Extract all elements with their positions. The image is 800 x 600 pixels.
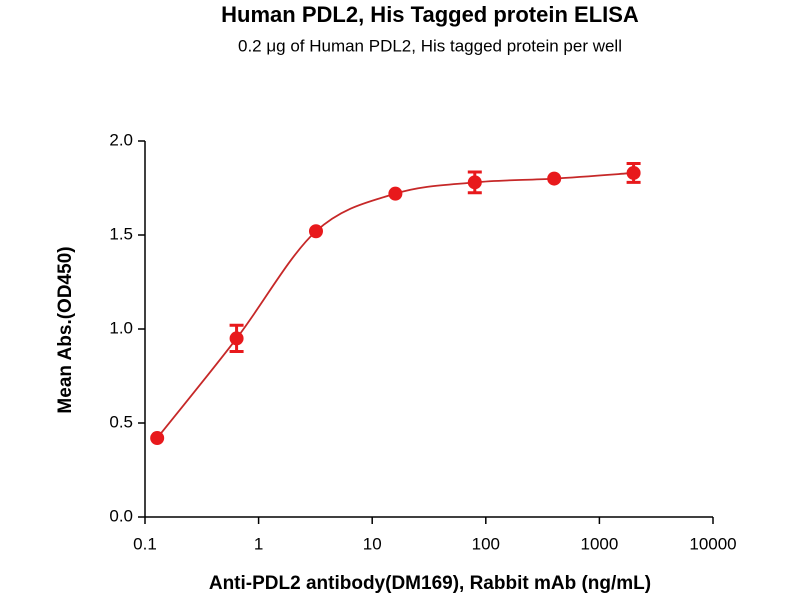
- x-tick-label: 10: [363, 534, 382, 553]
- chart-title: Human PDL2, His Tagged protein ELISA: [221, 2, 639, 27]
- data-point: [388, 186, 403, 201]
- y-tick-label: 1.0: [109, 318, 133, 337]
- chart-subtitle: 0.2 μg of Human PDL2, His tagged protein…: [238, 36, 622, 55]
- y-tick-label: 0.0: [109, 506, 133, 525]
- x-tick-label: 1: [254, 534, 263, 553]
- fit-curve: [156, 172, 634, 439]
- y-tick-label: 2.0: [109, 130, 133, 149]
- data-point: [626, 165, 641, 180]
- data-point: [467, 175, 482, 190]
- x-tick-label: 1000: [580, 534, 618, 553]
- x-axis-label: Anti-PDL2 antibody(DM169), Rabbit mAb (n…: [209, 573, 651, 594]
- y-tick-label: 1.5: [109, 224, 133, 243]
- x-tick-label: 100: [472, 534, 500, 553]
- data-point: [308, 224, 323, 239]
- x-tick-label: 0.1: [133, 534, 157, 553]
- y-tick-label: 0.5: [109, 412, 133, 431]
- data-point: [150, 431, 165, 446]
- data-point: [547, 171, 562, 186]
- y-axis-label: Mean Abs.(OD450): [55, 246, 76, 413]
- data-point: [229, 331, 244, 346]
- x-tick-label: 10000: [689, 534, 736, 553]
